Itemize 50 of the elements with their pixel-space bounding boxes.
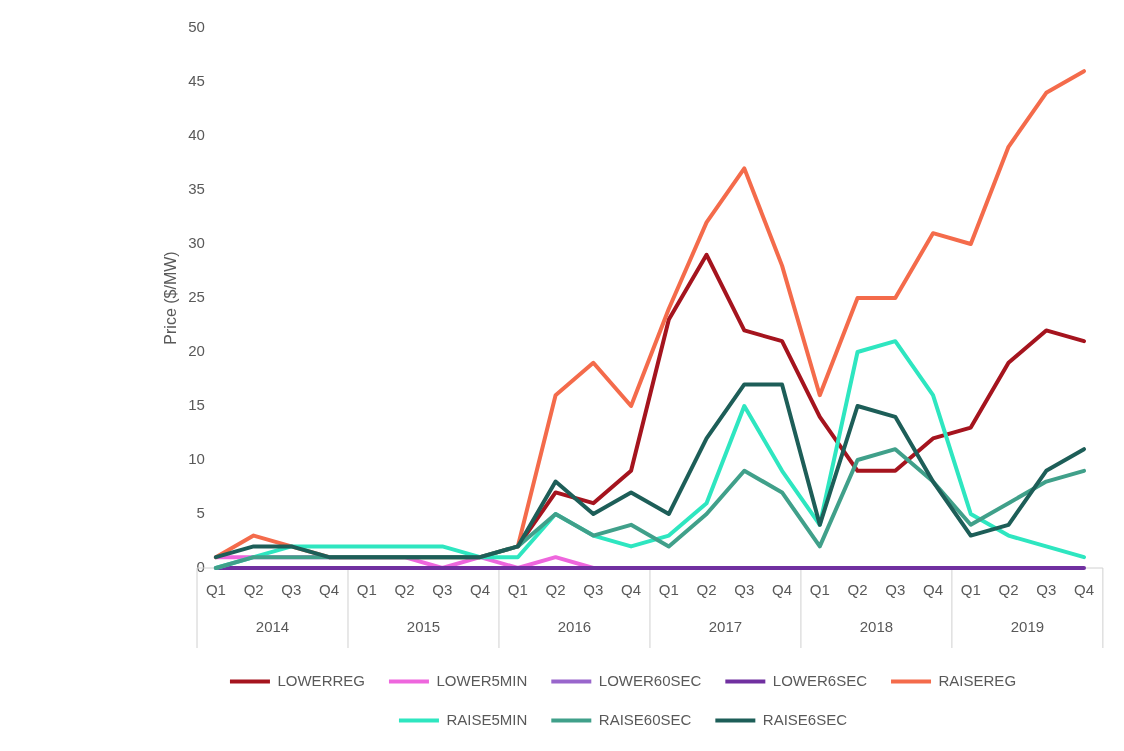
x-tick-label: Q3 bbox=[734, 581, 755, 599]
x-tick-label: Q2 bbox=[847, 581, 868, 599]
x-tick-label: Q3 bbox=[583, 581, 604, 599]
x-tick-label: Q4 bbox=[1073, 581, 1094, 599]
y-tick-label: 25 bbox=[188, 288, 205, 306]
y-tick-label: 0 bbox=[196, 558, 205, 576]
y-tick-label: 15 bbox=[188, 396, 205, 414]
text: 2016 bbox=[557, 618, 592, 636]
x-tick-label: Q2 bbox=[394, 581, 415, 599]
legend-label: LOWER6SEC bbox=[772, 671, 868, 689]
y-tick-label: 50 bbox=[188, 18, 205, 36]
x-tick-label: Q1 bbox=[658, 581, 679, 599]
x-tick-label: Q1 bbox=[507, 581, 528, 599]
x-tick-label: Q3 bbox=[1036, 581, 1057, 599]
x-tick-label: Q1 bbox=[809, 581, 830, 599]
y-tick-label: 20 bbox=[188, 342, 205, 360]
x-tick-label: Q1 bbox=[205, 581, 226, 599]
y-tick-label: 35 bbox=[188, 180, 205, 198]
legend-label: LOWER60SEC bbox=[598, 671, 702, 689]
legend-label: RAISEREG bbox=[938, 671, 1017, 689]
y-tick-label: 5 bbox=[196, 504, 205, 522]
x-tick-label: Q4 bbox=[621, 581, 642, 599]
x-tick-label: Q1 bbox=[356, 581, 377, 599]
y-tick-label: 40 bbox=[188, 126, 205, 144]
x-tick-label: Q2 bbox=[696, 581, 717, 599]
x-tick-label: Q3 bbox=[885, 581, 906, 599]
text: 2014 bbox=[255, 618, 290, 636]
x-tick-label: Q4 bbox=[772, 581, 793, 599]
x-tick-label: Q3 bbox=[281, 581, 302, 599]
y-tick-label: 10 bbox=[188, 450, 205, 468]
x-tick-label: Q4 bbox=[923, 581, 944, 599]
x-tick-label: Q4 bbox=[319, 581, 340, 599]
y-tick-label: 45 bbox=[188, 72, 205, 90]
legend-label: RAISE60SEC bbox=[598, 710, 692, 728]
legend-label: LOWER5MIN bbox=[436, 671, 528, 689]
y-axis-title: Price ($/MW) bbox=[162, 251, 180, 345]
legend-label: RAISE6SEC bbox=[762, 710, 848, 728]
x-tick-label: Q3 bbox=[432, 581, 453, 599]
y-tick-label: 30 bbox=[188, 234, 205, 252]
text: 2017 bbox=[708, 618, 743, 636]
text: 2019 bbox=[1010, 618, 1045, 636]
legend-label: RAISE5MIN bbox=[446, 710, 528, 728]
x-tick-label: Q2 bbox=[243, 581, 264, 599]
x-tick-label: Q4 bbox=[470, 581, 491, 599]
text: 2015 bbox=[406, 618, 441, 636]
legend-label: LOWERREG bbox=[277, 671, 365, 689]
x-tick-label: Q1 bbox=[960, 581, 981, 599]
text: 2018 bbox=[859, 618, 894, 636]
x-tick-label: Q2 bbox=[545, 581, 566, 599]
x-tick-label: Q2 bbox=[998, 581, 1019, 599]
